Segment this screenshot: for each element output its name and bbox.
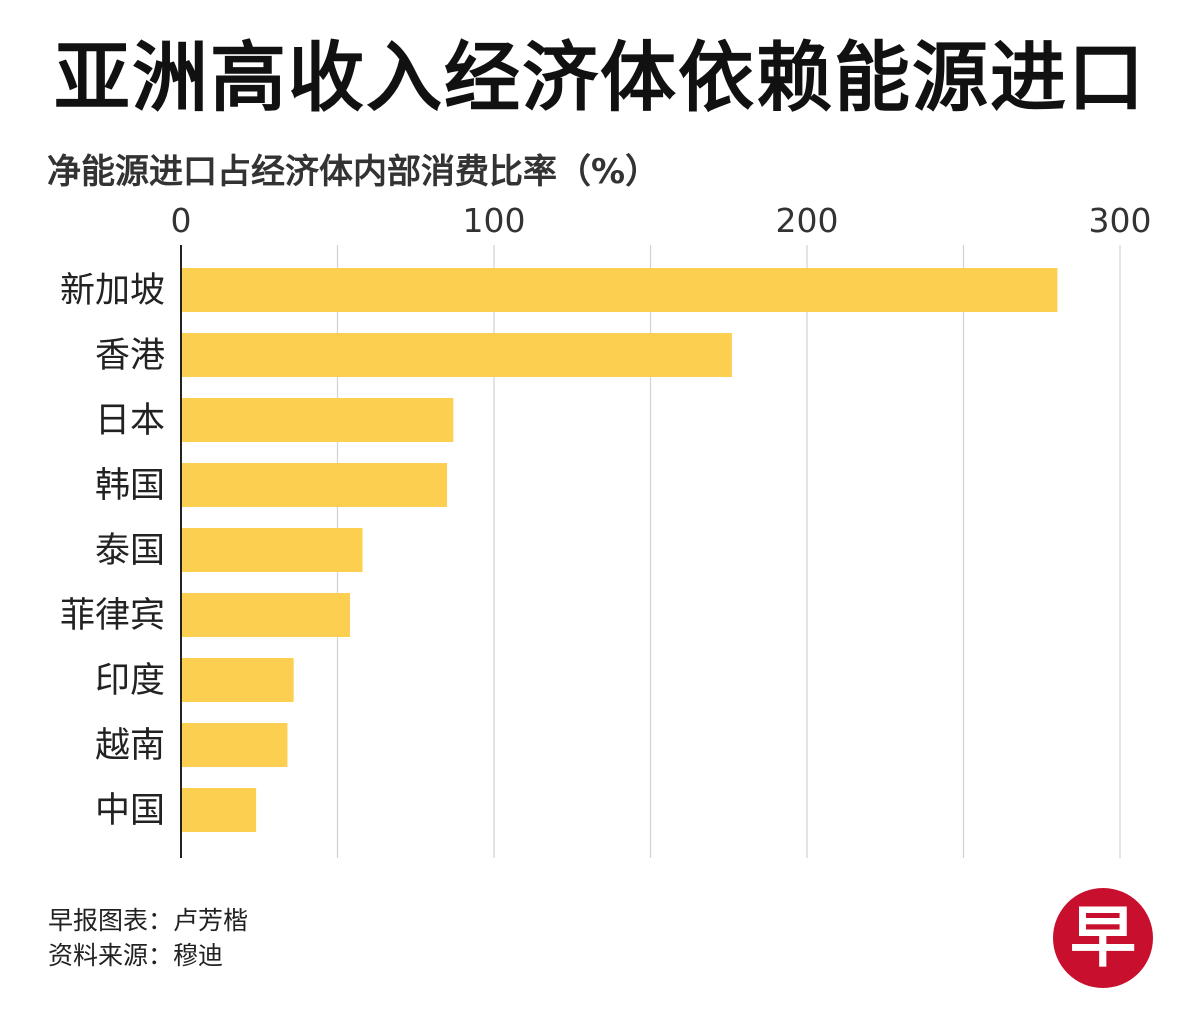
bar bbox=[181, 658, 294, 702]
footer: 早报图表：卢芳楷 资料来源：穆迪 bbox=[48, 903, 248, 973]
category-label: 泰国 bbox=[95, 531, 165, 571]
chart-subtitle: 净能源进口占经济体内部消费比率（%） bbox=[47, 152, 660, 192]
category-label: 香港 bbox=[95, 336, 165, 376]
category-label: 菲律宾 bbox=[60, 596, 165, 636]
bar bbox=[181, 268, 1058, 312]
data-source: 资料来源：穆迪 bbox=[48, 941, 224, 970]
category-label: 日本 bbox=[95, 401, 165, 441]
category-label: 越南 bbox=[95, 726, 165, 766]
zaobao-logo: 早 bbox=[1053, 888, 1153, 988]
bar bbox=[181, 463, 448, 507]
x-tick-label: 200 bbox=[776, 201, 839, 240]
x-tick-labels: 0 100 200 300 bbox=[171, 201, 1152, 240]
bar bbox=[181, 398, 454, 442]
chart-credit: 早报图表：卢芳楷 bbox=[48, 906, 249, 935]
x-tick-label: 300 bbox=[1089, 201, 1152, 240]
category-label: 韩国 bbox=[95, 466, 165, 506]
bar bbox=[181, 528, 363, 572]
category-label: 中国 bbox=[95, 791, 165, 831]
category-label: 印度 bbox=[95, 661, 165, 701]
bar bbox=[181, 723, 288, 767]
bar bbox=[181, 593, 351, 637]
bar bbox=[181, 788, 257, 832]
bars bbox=[181, 268, 1058, 832]
bar bbox=[181, 333, 732, 377]
category-label: 新加坡 bbox=[60, 271, 165, 311]
chart-title: 亚洲高收入经济体依赖能源进口 bbox=[54, 33, 1146, 122]
x-tick-label: 100 bbox=[463, 201, 526, 240]
x-tick-label: 0 bbox=[171, 201, 192, 240]
